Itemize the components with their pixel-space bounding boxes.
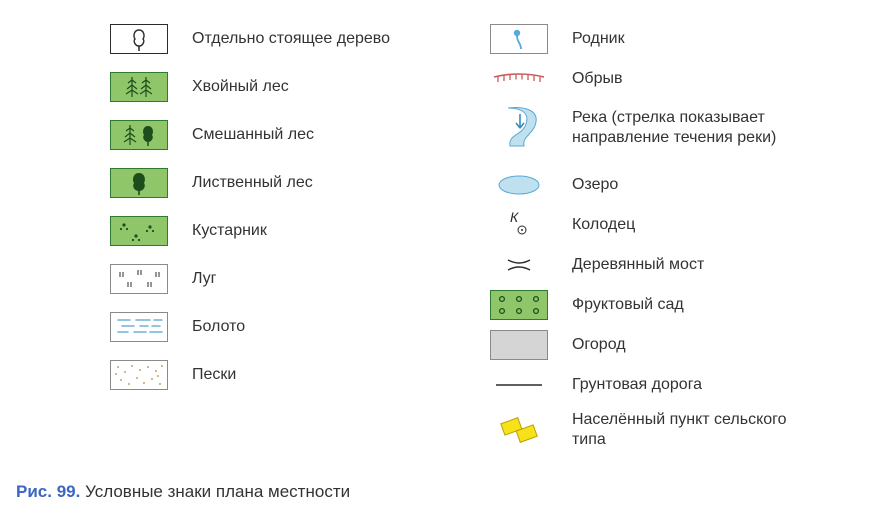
label-dirt-road: Грунтовая дорога	[572, 375, 702, 395]
meadow-icon	[110, 264, 168, 294]
label-lake: Озеро	[572, 175, 618, 195]
label-spring: Родник	[572, 29, 625, 49]
label-conifer: Хвойный лес	[192, 77, 289, 97]
label-mixed: Смешанный лес	[192, 125, 314, 145]
legend-row-spring: Родник	[448, 24, 866, 54]
legend-row-cliff: Обрыв	[448, 64, 866, 94]
legend-row-lake: Озеро	[448, 170, 866, 200]
label-shrub: Кустарник	[192, 221, 267, 241]
label-river: Река (стрелка показывает направление теч…	[572, 108, 866, 148]
legend-row-dirt-road: Грунтовая дорога	[448, 370, 866, 400]
swatch-meadow	[110, 264, 168, 294]
legend-row-village: Населённый пункт сельского типа	[448, 410, 866, 450]
label-bridge: Деревянный мост	[572, 255, 704, 275]
label-well: Колодец	[572, 215, 635, 235]
swatch-village	[490, 410, 548, 450]
lake-icon	[490, 170, 548, 200]
swatch-garden	[490, 330, 548, 360]
legend-right-column: Родник Обрыв	[448, 24, 866, 468]
label-sand: Пески	[192, 365, 236, 385]
shrub-icon	[110, 216, 168, 246]
swatch-orchard	[490, 290, 548, 320]
swatch-spring	[490, 24, 548, 54]
legend-row-swamp: Болото	[20, 312, 448, 342]
swatch-lake	[490, 170, 548, 200]
orchard-icon	[490, 290, 548, 320]
swatch-mixed	[110, 120, 168, 150]
swatch-deciduous	[110, 168, 168, 198]
swatch-sand	[110, 360, 168, 390]
legend-row-well: К Колодец	[448, 210, 866, 240]
swatch-river	[490, 104, 548, 152]
river-icon	[490, 104, 548, 152]
deciduous-icon	[110, 168, 168, 198]
legend-left-column: Отдельно стоящее дерево Хвойный лес	[20, 24, 448, 468]
figure-caption-text: Условные знаки плана местности	[85, 482, 350, 501]
garden-icon	[490, 330, 548, 360]
conifer-icon	[110, 72, 168, 102]
label-orchard: Фруктовый сад	[572, 295, 684, 315]
swatch-bridge	[490, 250, 548, 280]
figure-caption: Рис. 99. Условные знаки плана местности	[0, 476, 886, 502]
well-icon: К	[490, 210, 548, 240]
swatch-cliff	[490, 64, 548, 94]
cliff-icon	[490, 69, 548, 89]
legend-row-river: Река (стрелка показывает направление теч…	[448, 104, 866, 152]
label-swamp: Болото	[192, 317, 245, 337]
legend-row-mixed: Смешанный лес	[20, 120, 448, 150]
label-cliff: Обрыв	[572, 69, 623, 89]
swatch-lone-tree	[110, 24, 168, 54]
swatch-conifer	[110, 72, 168, 102]
spring-icon	[490, 24, 548, 54]
sand-icon	[110, 360, 168, 390]
legend-row-bridge: Деревянный мост	[448, 250, 866, 280]
legend: Отдельно стоящее дерево Хвойный лес	[0, 0, 886, 476]
legend-row-deciduous: Лиственный лес	[20, 168, 448, 198]
mixed-icon	[110, 120, 168, 150]
bridge-icon	[490, 250, 548, 280]
legend-row-garden: Огород	[448, 330, 866, 360]
legend-row-meadow: Луг	[20, 264, 448, 294]
label-village: Населённый пункт сельского типа	[572, 410, 812, 450]
label-meadow: Луг	[192, 269, 217, 289]
swamp-icon	[110, 312, 168, 342]
legend-row-shrub: Кустарник	[20, 216, 448, 246]
well-letter: К	[510, 210, 519, 225]
village-icon	[490, 410, 548, 450]
dirt-road-icon	[490, 370, 548, 400]
label-lone-tree: Отдельно стоящее дерево	[192, 29, 390, 49]
swatch-well: К	[490, 210, 548, 240]
label-deciduous: Лиственный лес	[192, 173, 313, 193]
legend-row-conifer: Хвойный лес	[20, 72, 448, 102]
swatch-swamp	[110, 312, 168, 342]
figure-number: Рис. 99.	[16, 482, 80, 501]
legend-row-sand: Пески	[20, 360, 448, 390]
legend-row-lone-tree: Отдельно стоящее дерево	[20, 24, 448, 54]
swatch-dirt-road	[490, 370, 548, 400]
lone-tree-icon	[110, 24, 168, 54]
swatch-shrub	[110, 216, 168, 246]
legend-row-orchard: Фруктовый сад	[448, 290, 866, 320]
label-garden: Огород	[572, 335, 626, 355]
